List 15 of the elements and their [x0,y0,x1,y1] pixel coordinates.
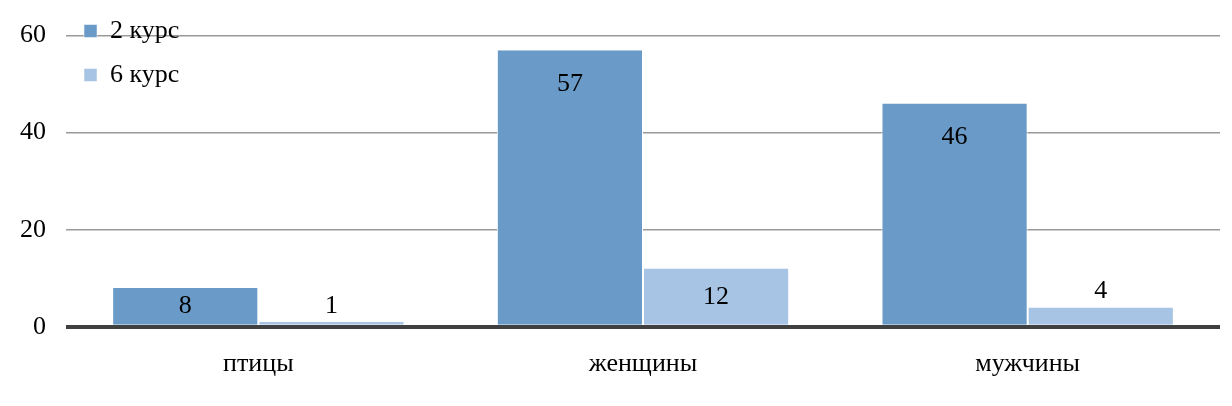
data-label: 57 [556,67,583,97]
legend-label: 6 курс [110,58,180,88]
data-label: 1 [324,289,338,319]
x-tick-label: женщины [587,348,698,378]
y-tick-label: 60 [20,19,46,49]
legend-label: 2 курс [110,14,180,44]
y-tick-label: 0 [33,310,46,340]
data-label: 4 [1094,275,1108,305]
y-tick-label: 20 [20,213,46,243]
data-label: 46 [941,121,968,151]
data-label: 8 [178,290,192,320]
y-tick-label: 40 [20,116,46,146]
x-tick-label: птицы [223,348,294,378]
data-label: 12 [703,280,730,310]
x-tick-label: мужчины [975,348,1081,378]
